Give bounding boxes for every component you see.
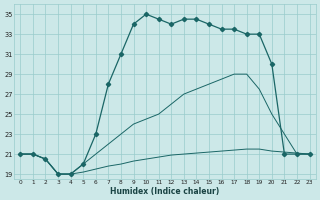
X-axis label: Humidex (Indice chaleur): Humidex (Indice chaleur): [110, 187, 220, 196]
